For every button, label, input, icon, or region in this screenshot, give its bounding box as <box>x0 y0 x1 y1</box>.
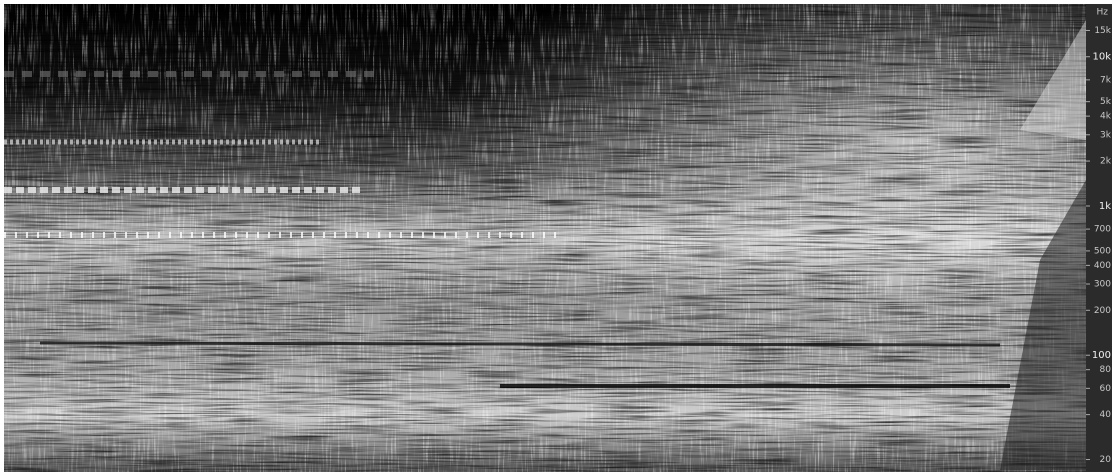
y-tick-label: 500 <box>1094 246 1111 256</box>
y-tick-label: 20 <box>1100 455 1112 465</box>
y-tick-label: 100 <box>1092 350 1111 361</box>
y-tick-label: 200 <box>1094 306 1111 316</box>
y-tick-label: 5k <box>1100 97 1112 107</box>
y-tick-label: 10k <box>1092 52 1111 63</box>
spectrogram-view: Hz 20 40 60 80 100 200 300 400 500 700 1k 2k 3k 4k 5k 7… <box>0 0 1114 474</box>
y-tick-label: 400 <box>1094 261 1111 271</box>
y-tick-label: 80 <box>1100 365 1112 375</box>
y-tick-label: 15k <box>1094 26 1111 36</box>
y-tick-label: 1k <box>1099 201 1111 212</box>
axis-unit: Hz <box>1097 8 1109 18</box>
y-tick-label: 700 <box>1094 225 1111 235</box>
y-tick-label: 3k <box>1100 130 1112 140</box>
y-tick-label: 7k <box>1100 75 1112 85</box>
y-tick-label: 60 <box>1100 384 1112 394</box>
y-tick-label: 300 <box>1094 280 1111 290</box>
y-tick-label: 40 <box>1100 410 1112 420</box>
y-tick-label: 2k <box>1100 157 1112 167</box>
spectrogram-image <box>4 4 1086 472</box>
y-tick-label: 4k <box>1100 112 1112 122</box>
axis-strip <box>1086 4 1112 472</box>
